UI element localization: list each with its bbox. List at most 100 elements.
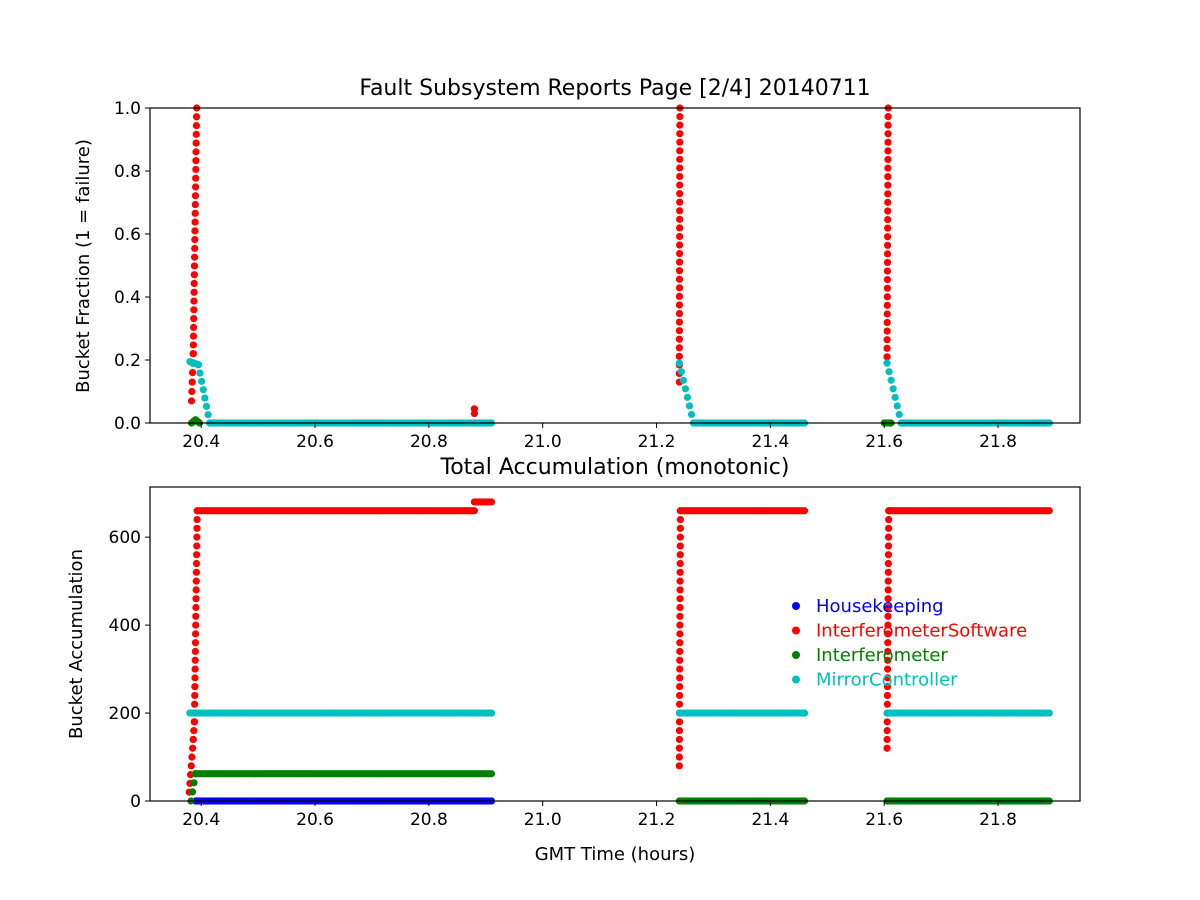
data-point — [883, 301, 891, 309]
data-point — [885, 524, 893, 532]
data-point — [675, 284, 684, 292]
data-point — [676, 639, 684, 647]
data-point — [191, 665, 199, 673]
data-point — [895, 410, 903, 419]
data-point — [191, 183, 200, 191]
data-point — [193, 551, 201, 559]
data-point — [675, 275, 684, 283]
legend-marker — [792, 675, 800, 684]
y-tick-label: 0.2 — [114, 351, 141, 371]
data-point — [202, 402, 211, 410]
data-point — [192, 165, 200, 174]
data-point — [676, 232, 684, 241]
data-point — [675, 309, 684, 318]
data-point — [884, 647, 892, 656]
y-tick-label: 0.8 — [114, 162, 141, 182]
y-tick-label: 200 — [109, 704, 141, 724]
data-point — [884, 577, 892, 585]
data-point — [192, 621, 200, 629]
data-point — [883, 744, 891, 752]
data-point — [191, 683, 199, 691]
data-point — [884, 164, 892, 172]
x-tick-label: 20.6 — [296, 810, 334, 830]
data-point — [676, 112, 684, 121]
data-point — [1045, 709, 1053, 717]
x-tick-label: 20.4 — [182, 432, 220, 452]
data-point — [676, 155, 684, 163]
data-point — [192, 148, 200, 156]
top-y-axis-label: Bucket Fraction (1 = failure) — [73, 139, 94, 393]
data-point — [188, 788, 197, 796]
data-point — [188, 369, 197, 377]
data-point — [676, 121, 684, 129]
data-point — [192, 559, 201, 568]
data-point — [675, 735, 684, 744]
data-point — [676, 665, 684, 673]
data-point — [884, 639, 892, 647]
data-point — [192, 586, 200, 594]
data-point — [884, 621, 892, 629]
data-point — [487, 709, 496, 717]
data-point — [192, 577, 200, 585]
data-point — [487, 498, 496, 506]
data-point — [189, 350, 197, 358]
data-point — [192, 568, 201, 576]
data-point — [884, 630, 892, 638]
data-point — [884, 147, 892, 155]
data-point — [883, 674, 892, 682]
data-points — [185, 498, 1053, 805]
data-point — [883, 327, 891, 335]
legend-entry: Interferometer — [816, 645, 948, 666]
data-point — [687, 410, 696, 419]
data-point — [192, 157, 200, 165]
data-point — [884, 181, 892, 189]
data-point — [884, 155, 892, 164]
data-point — [675, 301, 684, 309]
data-point — [191, 218, 199, 226]
data-point — [192, 603, 200, 612]
data-point — [675, 762, 683, 770]
data-point — [800, 709, 809, 717]
data-point — [190, 262, 199, 270]
x-tick-label: 20.6 — [296, 432, 334, 452]
data-point — [470, 405, 479, 413]
data-point — [883, 683, 892, 691]
legend-entry: InterferometerSoftware — [816, 621, 1027, 642]
data-point — [204, 411, 212, 419]
data-point — [196, 369, 204, 377]
data-point — [190, 271, 198, 279]
data-point — [800, 507, 809, 515]
data-point — [676, 577, 684, 585]
legend: Housekeeping InterferometerSoftware Interf… — [792, 596, 1027, 691]
data-point — [676, 612, 684, 620]
data-point — [676, 164, 684, 172]
data-point — [675, 700, 684, 708]
data-point — [883, 284, 891, 292]
data-point — [676, 198, 684, 206]
data-point — [675, 249, 684, 258]
data-point — [188, 753, 196, 761]
data-point — [676, 656, 684, 664]
data-point — [192, 612, 200, 620]
data-point — [884, 173, 892, 181]
legend-entry: MirrorController — [816, 670, 958, 691]
data-point — [891, 393, 899, 401]
series-mirrorcontroller — [186, 709, 1053, 717]
bottom-y-axis-label: Bucket Accumulation — [66, 549, 87, 739]
data-point — [190, 253, 199, 261]
data-point — [675, 267, 684, 275]
data-point — [883, 359, 891, 367]
data-point — [191, 200, 199, 209]
data-point — [188, 744, 197, 752]
data-point — [676, 559, 684, 568]
data-point — [191, 700, 199, 708]
data-point — [676, 224, 684, 232]
y-tick-label: 400 — [109, 616, 141, 636]
x-tick-label: 21.0 — [524, 432, 562, 452]
y-tick-label: 600 — [109, 528, 141, 548]
data-point — [675, 292, 684, 301]
data-point — [190, 718, 198, 726]
data-point — [192, 121, 201, 130]
x-tick-label: 20.8 — [410, 810, 448, 830]
data-point — [190, 279, 198, 288]
